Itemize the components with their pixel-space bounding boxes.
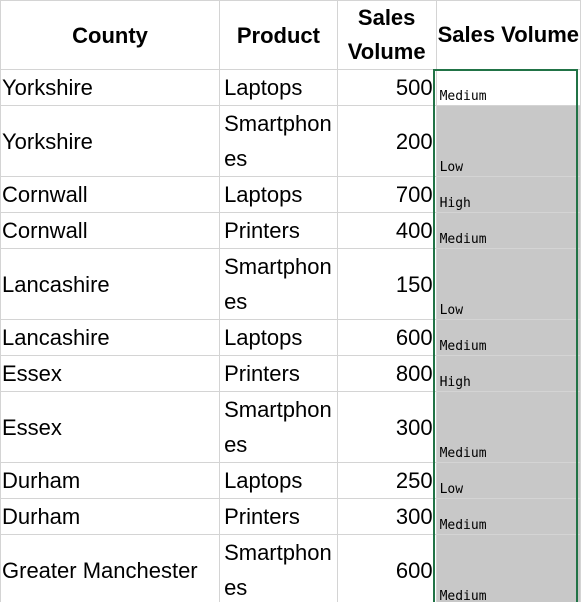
header-cell-sales-volume[interactable]: Sales Volume bbox=[336, 0, 437, 70]
sales-volume-cell[interactable]: 150 bbox=[336, 248, 437, 320]
county-cell[interactable]: Essex bbox=[0, 355, 221, 392]
county-cell[interactable]: Lancashire bbox=[0, 248, 221, 320]
county-cell[interactable]: Essex bbox=[0, 391, 221, 463]
category-cell[interactable]: Medium bbox=[435, 391, 581, 463]
sales-volume-cell[interactable]: 200 bbox=[336, 105, 437, 177]
sales-volume-cell[interactable]: 800 bbox=[336, 355, 437, 392]
county-cell[interactable]: Yorkshire bbox=[0, 69, 221, 106]
category-cell[interactable]: Low bbox=[435, 105, 581, 177]
table-body: Yorkshire Laptops 500 Medium Yorkshire Smartp… bbox=[0, 69, 581, 602]
county-cell[interactable]: Lancashire bbox=[0, 319, 221, 356]
category-cell[interactable]: Medium bbox=[435, 534, 581, 602]
category-cell[interactable]: Low bbox=[435, 248, 581, 320]
product-cell[interactable]: Laptops bbox=[219, 462, 338, 499]
sales-volume-cell[interactable]: 400 bbox=[336, 212, 437, 249]
product-cell[interactable]: Printers bbox=[219, 498, 338, 535]
table-row: Yorkshire Laptops 500 Medium bbox=[0, 69, 581, 106]
table-row: Cornwall Laptops 700 High bbox=[0, 176, 581, 213]
product-cell[interactable]: Printers bbox=[219, 355, 338, 392]
county-cell[interactable]: Greater Manchester bbox=[0, 534, 221, 602]
sales-volume-cell[interactable]: 600 bbox=[336, 534, 437, 602]
product-cell[interactable]: Smartphones bbox=[219, 105, 338, 177]
sales-volume-cell[interactable]: 500 bbox=[336, 69, 437, 106]
product-cell[interactable]: Printers bbox=[219, 212, 338, 249]
table-row: Greater Manchester Smartphones 600 Medium bbox=[0, 534, 581, 602]
table-row: Essex Smartphones 300 Medium bbox=[0, 391, 581, 463]
county-cell[interactable]: Durham bbox=[0, 498, 221, 535]
header-row: County Product Sales Volume Sales Volume bbox=[0, 0, 581, 70]
table-row: Yorkshire Smartphones 200 Low bbox=[0, 105, 581, 177]
product-cell[interactable]: Smartphones bbox=[219, 248, 338, 320]
table-row: Lancashire Laptops 600 Medium bbox=[0, 319, 581, 356]
product-cell[interactable]: Smartphones bbox=[219, 534, 338, 602]
table-row: Lancashire Smartphones 150 Low bbox=[0, 248, 581, 320]
table-row: Durham Laptops 250 Low bbox=[0, 462, 581, 499]
county-cell[interactable]: Cornwall bbox=[0, 176, 221, 213]
county-cell[interactable]: Yorkshire bbox=[0, 105, 221, 177]
table-row: Essex Printers 800 High bbox=[0, 355, 581, 392]
sales-volume-cell[interactable]: 300 bbox=[336, 391, 437, 463]
header-cell-product[interactable]: Product bbox=[219, 0, 338, 70]
county-cell[interactable]: Durham bbox=[0, 462, 221, 499]
county-cell[interactable]: Cornwall bbox=[0, 212, 221, 249]
sales-volume-cell[interactable]: 700 bbox=[336, 176, 437, 213]
header-cell-sales-volume-category[interactable]: Sales Volume bbox=[435, 0, 581, 70]
category-cell[interactable]: Medium bbox=[435, 212, 581, 249]
category-cell[interactable]: Medium bbox=[435, 319, 581, 356]
category-cell[interactable]: High bbox=[435, 355, 581, 392]
sales-volume-cell[interactable]: 600 bbox=[336, 319, 437, 356]
category-cell[interactable]: High bbox=[435, 176, 581, 213]
category-cell[interactable]: Medium bbox=[435, 69, 581, 106]
selection-handle[interactable] bbox=[576, 574, 581, 602]
product-cell[interactable]: Laptops bbox=[219, 176, 338, 213]
category-cell[interactable]: Medium bbox=[435, 498, 581, 535]
sales-volume-cell[interactable]: 300 bbox=[336, 498, 437, 535]
table-row: Cornwall Printers 400 Medium bbox=[0, 212, 581, 249]
header-cell-county[interactable]: County bbox=[0, 0, 221, 70]
sales-volume-cell[interactable]: 250 bbox=[336, 462, 437, 499]
table-row: Durham Printers 300 Medium bbox=[0, 498, 581, 535]
category-cell[interactable]: Low bbox=[435, 462, 581, 499]
product-cell[interactable]: Smartphones bbox=[219, 391, 338, 463]
product-cell[interactable]: Laptops bbox=[219, 319, 338, 356]
product-cell[interactable]: Laptops bbox=[219, 69, 338, 106]
